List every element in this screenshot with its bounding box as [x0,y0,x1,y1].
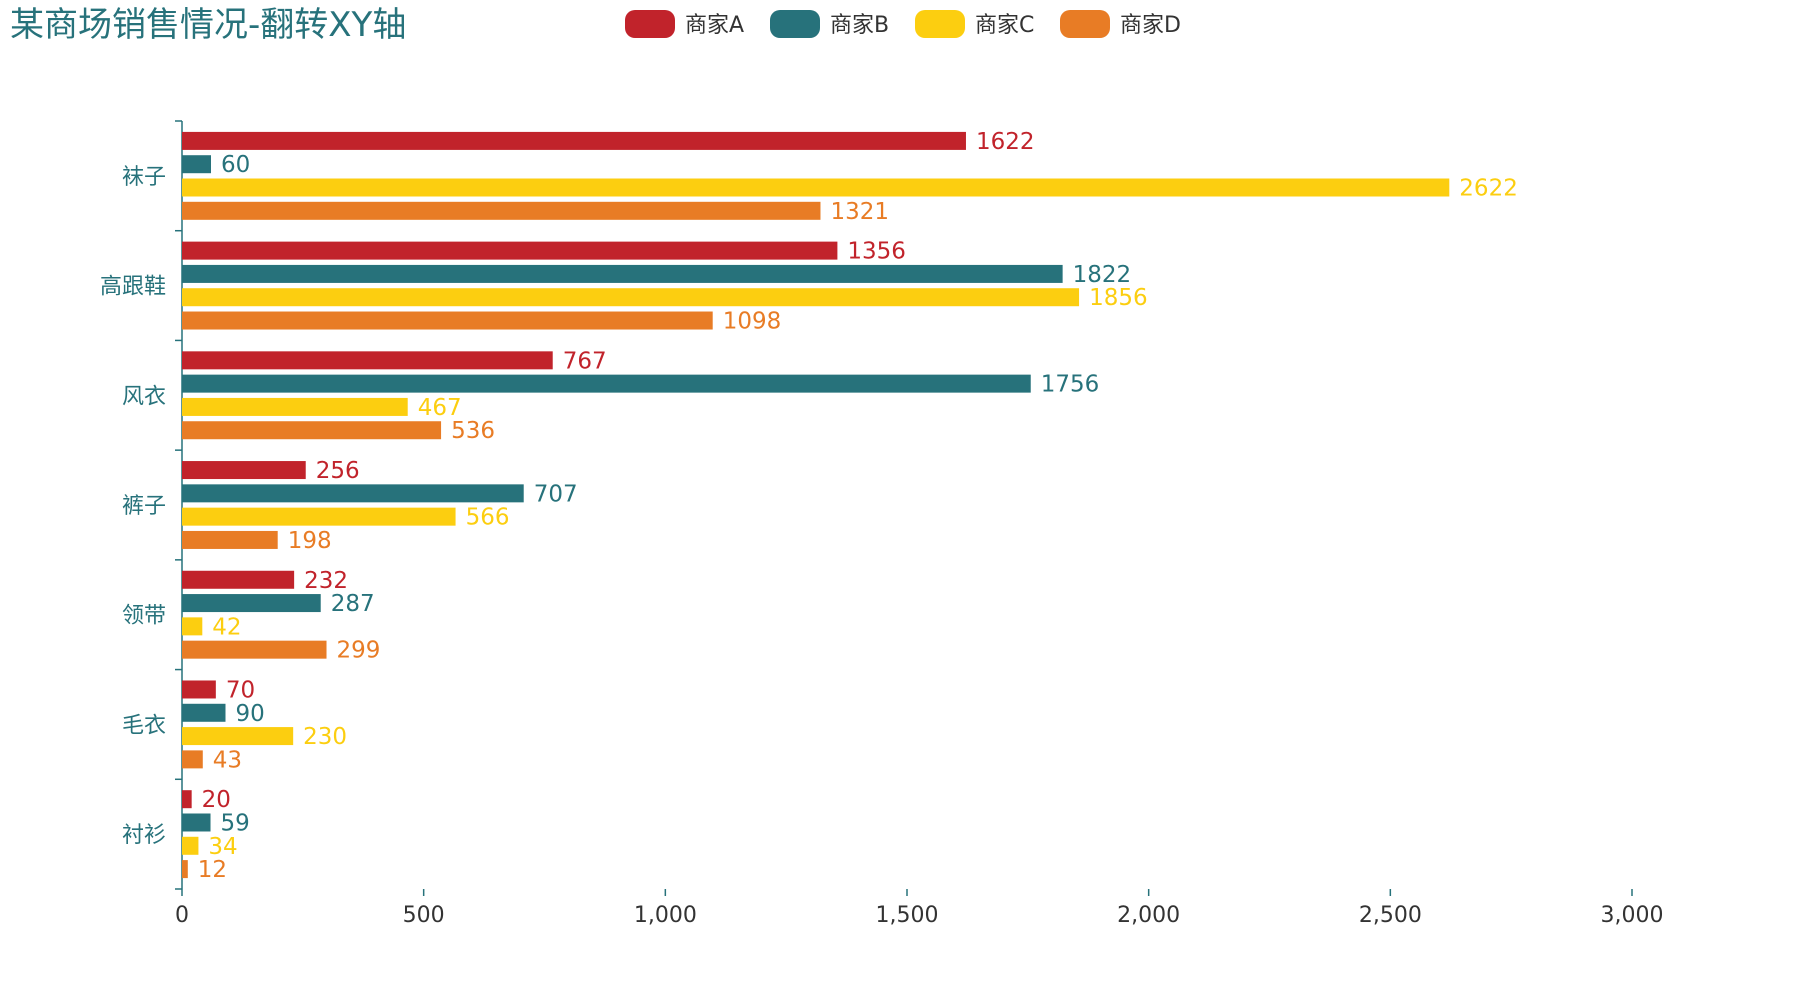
legend-label[interactable]: 商家B [830,13,889,38]
bar [182,836,199,855]
bar [182,241,838,260]
x-tick-label: 3,000 [1601,903,1664,928]
chart-title: 某商场销售情况-翻转XY轴 [10,5,406,45]
x-tick-label: 1,500 [876,903,939,928]
legend-swatch[interactable] [625,10,675,38]
category-label: 领带 [122,604,166,629]
bar-value-label: 198 [288,528,332,554]
bar-value-label: 70 [226,677,255,703]
bar [182,155,211,174]
bar [182,640,327,659]
bar-value-label: 12 [198,857,227,883]
bar [182,530,278,549]
bar-value-label: 1622 [976,129,1035,155]
bar-value-label: 1822 [1073,262,1132,288]
bar [182,750,203,769]
bar [182,461,306,480]
bar [182,201,821,220]
bar [182,813,211,832]
bar-value-label: 20 [202,787,231,813]
bar-value-label: 707 [534,481,578,507]
legend: 商家A 商家B 商家C 商家D [625,10,1181,38]
category-label: 风衣 [122,384,166,409]
bar-value-label: 299 [337,638,381,664]
bar [182,484,524,503]
bar-value-label: 43 [213,747,242,773]
bar [182,594,321,613]
bar [182,351,553,370]
bar [182,264,1063,283]
bar-value-label: 59 [221,810,250,836]
bar-value-label: 287 [331,591,375,617]
category-label: 袜子 [122,165,166,190]
bar [182,288,1080,307]
bar [182,131,966,150]
bar [182,507,456,526]
bar [182,374,1031,393]
category-label: 裤子 [122,494,166,519]
bar [182,178,1450,197]
bar [182,680,216,699]
x-tick-label: 500 [403,903,445,928]
plot-area: 衬衫 毛衣 领带 裤子 风衣 高跟鞋 袜子 0 500 1,000 1,500 2,000 2,500 3… [100,120,1664,928]
bar [182,397,408,416]
bar [182,617,203,636]
legend-swatch[interactable] [770,10,820,38]
bar-value-label: 767 [563,348,607,374]
bar-value-label: 90 [236,701,265,727]
bar-value-label: 1098 [723,309,782,335]
bar [182,703,226,722]
bar [182,727,294,746]
bar-value-label: 1321 [830,199,889,225]
bar-value-label: 536 [451,418,495,444]
bar-value-label: 34 [208,834,237,860]
legend-swatch[interactable] [1060,10,1110,38]
category-label: 毛衣 [122,713,166,738]
bar-value-label: 467 [418,395,462,421]
bar [182,311,713,330]
bar-value-label: 42 [212,614,241,640]
bar-value-label: 256 [316,458,360,484]
legend-label[interactable]: 商家D [1120,13,1181,38]
bar-value-label: 566 [466,505,510,531]
legend-swatch[interactable] [915,10,965,38]
legend-label[interactable]: 商家A [685,13,744,38]
bar-value-label: 60 [221,152,250,178]
bar-value-label: 2622 [1459,176,1518,202]
bar-value-label: 1756 [1041,372,1100,398]
bar [182,570,295,589]
category-label: 衬衫 [122,823,166,848]
legend-label[interactable]: 商家C [975,13,1034,38]
category-label: 高跟鞋 [100,275,166,300]
x-tick-label: 0 [175,903,189,928]
x-tick-label: 2,000 [1117,903,1180,928]
bar-value-label: 1356 [847,239,906,265]
bar-value-label: 232 [304,568,348,594]
bar-value-label: 1856 [1089,285,1148,311]
bar [182,790,192,809]
bar-value-label: 230 [303,724,347,750]
x-tick-label: 2,500 [1359,903,1422,928]
bar [182,421,442,440]
x-tick-label: 1,000 [634,903,697,928]
bar [182,860,188,879]
